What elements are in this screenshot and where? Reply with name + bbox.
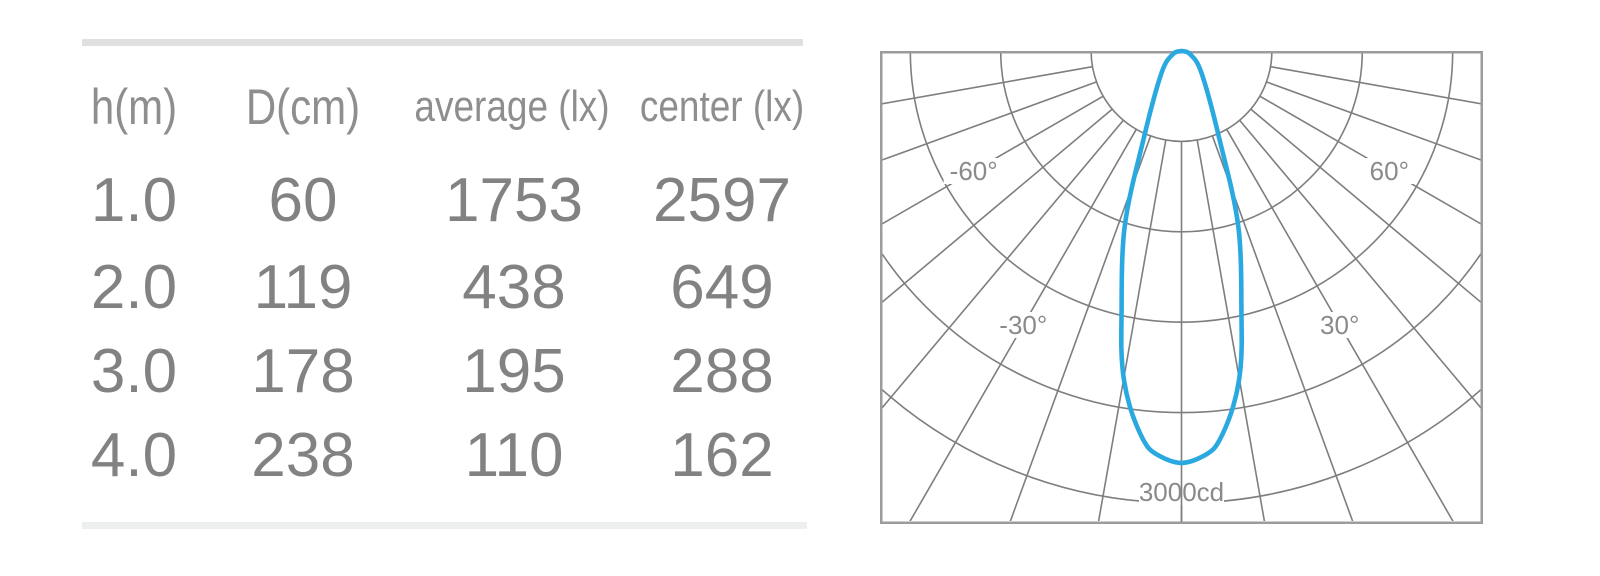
max-candela-label: 3000cd xyxy=(1139,477,1224,507)
angle-spoke xyxy=(882,81,1097,161)
table-cell: 60 xyxy=(268,166,338,235)
table-cell: 3.0 xyxy=(90,337,178,406)
angle-spoke xyxy=(882,95,1104,225)
angle-spoke xyxy=(882,119,1125,409)
angle-spoke xyxy=(1226,128,1454,521)
angle-spoke xyxy=(882,108,1113,303)
angle-spoke xyxy=(1238,119,1481,409)
angle-spoke xyxy=(1211,135,1354,521)
table-cell: 4.0 xyxy=(90,421,178,490)
table-cell: 238 xyxy=(251,421,355,490)
intensity-ring xyxy=(1090,51,1273,143)
table-cell: 110 xyxy=(464,421,564,490)
table-cell: 178 xyxy=(251,337,355,406)
column-header-average: average (lx) xyxy=(414,82,610,131)
angle-spoke xyxy=(1266,81,1481,161)
intensity-curve xyxy=(1118,48,1245,466)
angle-spoke xyxy=(1097,139,1167,521)
table-cell: 288 xyxy=(670,337,774,406)
angle-label: -30° xyxy=(999,310,1047,340)
column-header-center: center (lx) xyxy=(639,82,805,131)
angle-spoke xyxy=(1250,108,1481,303)
table-top-divider xyxy=(82,39,803,46)
table-cell: 2597 xyxy=(653,166,791,235)
table-cell: 1753 xyxy=(445,166,583,235)
table-cell: 2.0 xyxy=(90,253,178,322)
table-cell: 195 xyxy=(462,337,566,406)
angle-spoke xyxy=(1009,135,1152,521)
angle-spoke xyxy=(1259,95,1481,225)
angle-label: 30° xyxy=(1320,310,1359,340)
angle-spoke xyxy=(909,128,1137,521)
angle-label: 60° xyxy=(1370,156,1409,186)
table-cell: 162 xyxy=(670,421,774,490)
angle-label: -60° xyxy=(950,156,998,186)
angle-spoke xyxy=(1196,139,1266,521)
angle-spoke xyxy=(882,65,1093,105)
column-header-height: h(m) xyxy=(90,79,178,135)
polar-grid xyxy=(882,51,1481,521)
table-cell: 119 xyxy=(253,253,353,322)
table-cell: 1.0 xyxy=(90,166,178,235)
table-cell: 438 xyxy=(462,253,566,322)
angle-spoke xyxy=(1270,65,1481,105)
column-header-diameter: D(cm) xyxy=(245,79,361,135)
table-cell: 649 xyxy=(670,253,774,322)
table-bottom-divider xyxy=(82,522,807,529)
polar-chart: -60° 60° -30° 30° 3000cd xyxy=(880,48,1483,524)
